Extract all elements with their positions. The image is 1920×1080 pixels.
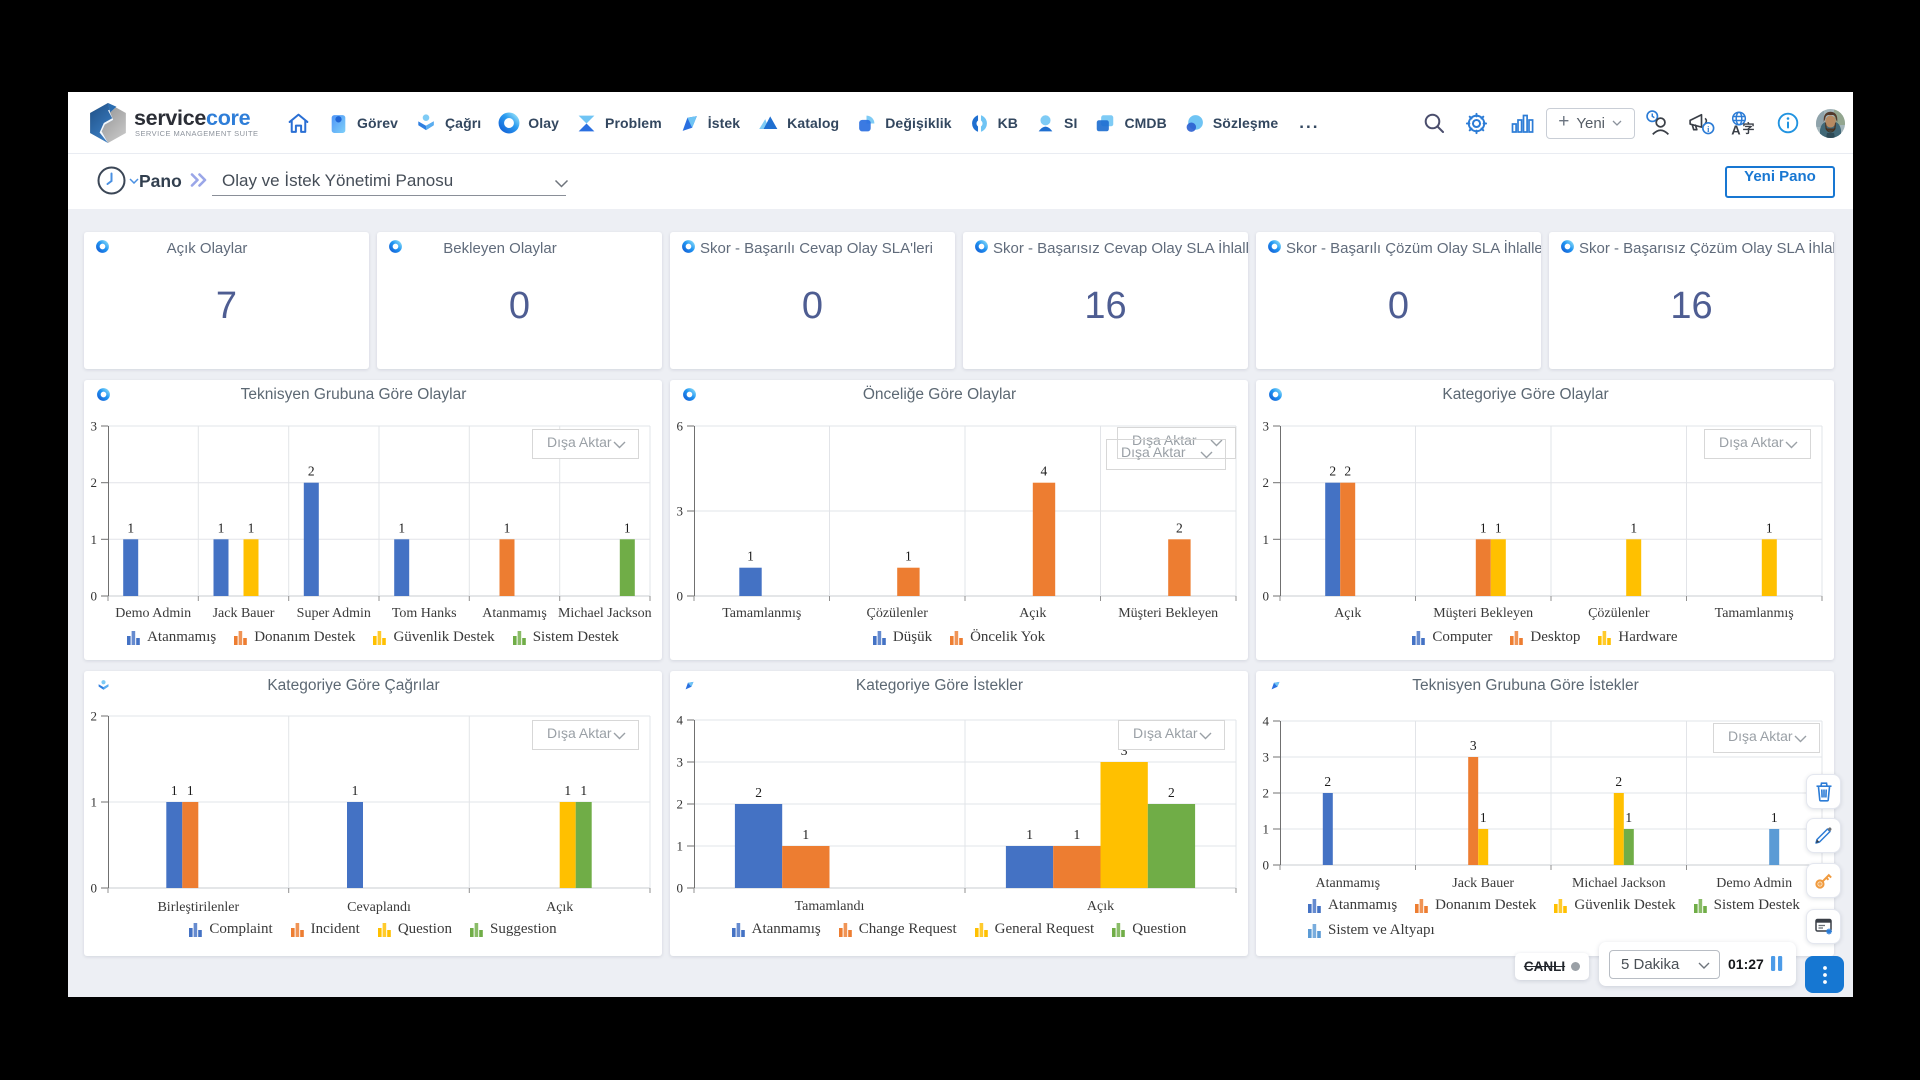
svg-text:2: 2 [1263, 786, 1270, 801]
svg-text:1: 1 [1495, 520, 1502, 535]
svg-text:3: 3 [91, 419, 98, 434]
svg-text:Jack Bauer: Jack Bauer [213, 606, 275, 621]
svg-text:2: 2 [1176, 520, 1183, 535]
svg-text:2: 2 [677, 797, 684, 812]
svg-text:1: 1 [1263, 822, 1270, 837]
svg-text:1: 1 [1771, 810, 1778, 825]
svg-text:1: 1 [624, 520, 631, 535]
svg-text:1: 1 [352, 783, 359, 798]
svg-text:Açık: Açık [1019, 606, 1046, 621]
svg-text:3: 3 [1263, 419, 1270, 434]
svg-text:0: 0 [91, 881, 98, 896]
svg-text:3: 3 [677, 504, 684, 519]
svg-text:1: 1 [905, 549, 912, 564]
svg-text:2: 2 [91, 709, 98, 724]
svg-text:1: 1 [1625, 810, 1632, 825]
svg-text:Michael Jackson: Michael Jackson [558, 606, 652, 621]
svg-text:Demo Admin: Demo Admin [115, 606, 191, 621]
svg-text:1: 1 [91, 795, 98, 810]
svg-text:1: 1 [677, 839, 684, 854]
svg-text:1: 1 [1630, 520, 1637, 535]
svg-text:1: 1 [1263, 532, 1270, 547]
svg-text:Cevaplandı: Cevaplandı [347, 900, 411, 915]
svg-text:Açık: Açık [546, 900, 573, 915]
svg-text:1: 1 [218, 520, 225, 535]
svg-text:Müşteri Bekleyen: Müşteri Bekleyen [1118, 606, 1218, 621]
svg-text:Tamamlandı: Tamamlandı [795, 899, 865, 914]
svg-text:6: 6 [677, 419, 684, 434]
svg-text:0: 0 [91, 589, 98, 604]
svg-text:3: 3 [1470, 738, 1477, 753]
svg-text:Müşteri Bekleyen: Müşteri Bekleyen [1433, 606, 1533, 621]
svg-text:Açık: Açık [1334, 606, 1361, 621]
svg-text:3: 3 [1263, 750, 1270, 765]
svg-text:Çözülenler: Çözülenler [1588, 606, 1650, 621]
svg-text:字: 字 [1742, 120, 1754, 135]
svg-text:2: 2 [91, 475, 98, 490]
svg-text:Tamamlanmış: Tamamlanmış [1715, 606, 1794, 621]
svg-text:1: 1 [1766, 520, 1773, 535]
svg-text:1: 1 [1480, 520, 1487, 535]
svg-text:Tom Hanks: Tom Hanks [392, 606, 457, 621]
svg-text:0: 0 [1263, 858, 1270, 873]
svg-text:1: 1 [1480, 810, 1487, 825]
svg-text:Çözülenler: Çözülenler [866, 606, 928, 621]
svg-text:1: 1 [187, 783, 194, 798]
svg-text:1: 1 [580, 783, 587, 798]
svg-text:4: 4 [677, 713, 684, 728]
svg-text:1: 1 [1026, 827, 1033, 842]
svg-text:2: 2 [1329, 464, 1336, 479]
svg-text:Super Admin: Super Admin [297, 606, 371, 621]
svg-text:3: 3 [1121, 743, 1128, 758]
svg-text:2: 2 [1344, 464, 1351, 479]
svg-text:2: 2 [755, 785, 762, 800]
svg-text:Jack Bauer: Jack Bauer [1452, 876, 1514, 891]
svg-text:1: 1 [398, 520, 405, 535]
svg-text:2: 2 [1263, 475, 1270, 490]
svg-text:Demo Admin: Demo Admin [1716, 876, 1792, 891]
svg-text:0: 0 [677, 589, 684, 604]
svg-text:3: 3 [677, 755, 684, 770]
svg-text:0: 0 [677, 881, 684, 896]
svg-text:1: 1 [504, 520, 511, 535]
svg-text:2: 2 [1324, 774, 1331, 789]
svg-text:4: 4 [1041, 464, 1048, 479]
svg-text:1: 1 [248, 520, 255, 535]
svg-text:2: 2 [1615, 774, 1622, 789]
svg-text:Tamamlanmış: Tamamlanmış [722, 606, 801, 621]
svg-text:Açık: Açık [1087, 899, 1114, 914]
svg-text:Atanmamış: Atanmamış [482, 606, 547, 621]
svg-text:1: 1 [1074, 827, 1081, 842]
svg-text:1: 1 [747, 549, 754, 564]
svg-text:4: 4 [1263, 714, 1270, 729]
svg-text:1: 1 [127, 520, 134, 535]
svg-text:2: 2 [308, 464, 315, 479]
svg-text:Birleştirilenler: Birleştirilenler [157, 900, 239, 915]
svg-text:1: 1 [171, 783, 178, 798]
svg-text:A: A [1731, 122, 1741, 137]
svg-text:1: 1 [802, 827, 809, 842]
svg-text:Michael Jackson: Michael Jackson [1572, 876, 1666, 891]
svg-text:0: 0 [1263, 589, 1270, 604]
svg-text:i: i [1707, 124, 1710, 133]
svg-text:2: 2 [1168, 785, 1175, 800]
svg-text:1: 1 [564, 783, 571, 798]
svg-text:Atanmamış: Atanmamış [1316, 876, 1381, 891]
svg-text:1: 1 [91, 532, 98, 547]
